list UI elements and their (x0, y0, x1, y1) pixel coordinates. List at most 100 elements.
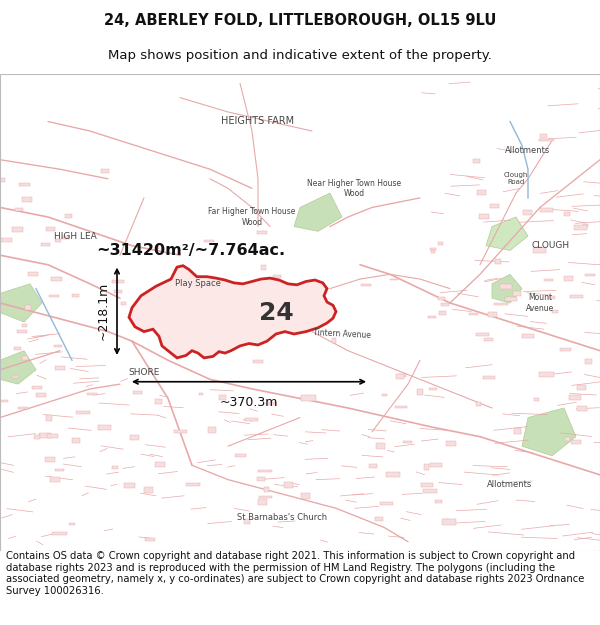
Bar (52, 532, 67, 534)
Bar (45, 458, 55, 462)
Text: SHORE: SHORE (128, 368, 160, 377)
Polygon shape (0, 351, 36, 384)
Bar (258, 469, 272, 472)
Bar (174, 429, 187, 433)
Bar (494, 302, 508, 304)
Bar (423, 489, 437, 493)
Bar (439, 311, 446, 315)
Bar (232, 295, 241, 298)
Bar (65, 214, 72, 218)
Bar (476, 402, 481, 406)
Bar (155, 246, 160, 249)
Bar (264, 487, 269, 492)
Bar (76, 411, 90, 414)
Bar (51, 277, 62, 281)
Bar (429, 388, 437, 390)
Text: Clough
Road: Clough Road (504, 173, 528, 185)
Bar (245, 418, 257, 421)
Bar (19, 182, 30, 186)
Bar (176, 328, 181, 331)
Bar (72, 438, 80, 443)
Bar (54, 345, 62, 347)
Bar (570, 296, 583, 298)
Bar (332, 338, 336, 343)
Bar (25, 305, 31, 309)
Bar (442, 519, 456, 524)
Bar (34, 436, 40, 439)
Bar (569, 394, 581, 399)
Bar (514, 428, 521, 434)
Bar (260, 265, 266, 269)
Bar (505, 298, 517, 301)
Bar (219, 396, 226, 400)
Text: 24, ABERLEY FOLD, LITTLEBOROUGH, OL15 9LU: 24, ABERLEY FOLD, LITTLEBOROUGH, OL15 9L… (104, 13, 496, 28)
Bar (50, 477, 61, 482)
Bar (55, 366, 65, 370)
Bar (574, 224, 587, 230)
Text: Allotments: Allotments (505, 146, 551, 154)
Bar (49, 295, 59, 298)
Bar (361, 284, 371, 286)
Bar (187, 350, 191, 352)
Bar (571, 439, 581, 444)
Bar (431, 251, 435, 253)
Bar (145, 538, 155, 541)
Polygon shape (294, 193, 342, 231)
Bar (395, 406, 407, 409)
Bar (274, 275, 281, 278)
Bar (11, 376, 19, 378)
Text: Tintern Avenue: Tintern Avenue (313, 328, 371, 340)
Bar (133, 391, 142, 394)
Bar (1, 399, 8, 402)
Bar (430, 248, 436, 250)
Bar (477, 191, 487, 195)
Bar (71, 294, 79, 297)
Bar (495, 259, 502, 264)
Bar (488, 312, 497, 317)
Bar (257, 231, 267, 234)
Bar (577, 406, 587, 411)
Bar (539, 139, 554, 141)
Bar (376, 518, 383, 521)
Bar (512, 291, 521, 296)
Bar (62, 236, 68, 239)
Bar (583, 224, 588, 228)
Bar (424, 464, 429, 470)
Bar (203, 241, 214, 242)
Bar (301, 493, 310, 499)
Bar (69, 523, 75, 526)
Bar (98, 425, 110, 429)
Bar (376, 444, 385, 449)
Bar (144, 487, 154, 492)
Bar (551, 310, 558, 313)
Bar (490, 204, 499, 208)
Bar (55, 239, 61, 242)
Bar (19, 407, 28, 409)
Text: 24: 24 (259, 301, 293, 324)
Bar (259, 496, 272, 498)
Bar (101, 169, 109, 172)
Bar (124, 483, 135, 488)
Bar (577, 385, 586, 390)
Bar (421, 483, 433, 487)
Bar (544, 279, 553, 281)
Bar (17, 330, 26, 332)
Bar (121, 302, 125, 305)
Bar (257, 499, 267, 505)
Bar (15, 208, 23, 211)
Bar (386, 472, 400, 478)
Bar (548, 296, 555, 299)
Bar (540, 208, 553, 212)
Bar (563, 212, 570, 216)
Bar (114, 290, 122, 293)
Text: ~218.1m: ~218.1m (97, 282, 110, 341)
Bar (586, 274, 595, 276)
Bar (523, 334, 534, 338)
Bar (380, 501, 393, 506)
Text: Play Space: Play Space (175, 279, 221, 288)
Bar (266, 402, 277, 405)
Bar (533, 247, 546, 252)
Bar (14, 347, 21, 351)
Bar (430, 462, 442, 468)
Text: HEIGHTS FARM: HEIGHTS FARM (221, 116, 295, 126)
